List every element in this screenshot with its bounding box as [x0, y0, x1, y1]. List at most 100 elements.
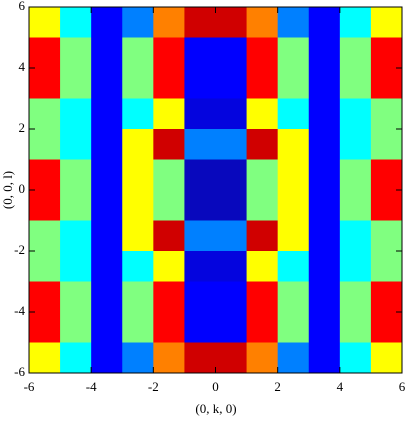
heat-cell [277, 251, 310, 282]
heat-cell [246, 7, 279, 38]
heat-cell [339, 312, 372, 343]
heat-cell [60, 342, 92, 374]
y-tick-label: -4 [14, 303, 25, 318]
x-tick-label: 2 [274, 379, 281, 394]
heat-cell [339, 342, 372, 374]
heat-cell [29, 312, 61, 343]
heat-cell [184, 281, 216, 313]
heat-cell [91, 68, 123, 99]
x-tick-label: -2 [148, 379, 159, 394]
heat-cell [29, 251, 61, 282]
heat-cell [370, 129, 403, 160]
heat-cell [91, 7, 123, 38]
heat-cell [60, 159, 92, 191]
heat-cell [246, 251, 279, 282]
heat-cell [60, 251, 92, 282]
heat-cell [339, 129, 372, 160]
x-tick-label: -6 [24, 379, 35, 394]
heat-cell [215, 281, 248, 313]
heat-cell [339, 7, 372, 38]
y-tick-label: 4 [19, 59, 26, 74]
heat-cell [277, 129, 310, 160]
heat-cell [153, 312, 185, 343]
heat-cell [91, 220, 123, 252]
y-tick-label: -6 [14, 364, 25, 379]
heat-cell [277, 68, 310, 99]
heat-cell [29, 281, 61, 313]
heat-cell [29, 342, 61, 374]
heat-cell [339, 37, 372, 69]
heat-cell [91, 312, 123, 343]
heat-cell [370, 342, 403, 374]
heat-cell [153, 342, 185, 374]
heat-cell [215, 251, 248, 282]
heat-cell [184, 220, 216, 252]
heat-cell [215, 7, 248, 38]
heat-cell [308, 220, 341, 252]
heat-cell [153, 129, 185, 160]
heat-cell [122, 220, 154, 252]
heat-cell [246, 159, 279, 191]
heat-cell [60, 129, 92, 160]
heat-cell [91, 251, 123, 282]
heat-cell [370, 281, 403, 313]
heat-cell [277, 220, 310, 252]
heat-cell [308, 159, 341, 191]
y-tick-label: 2 [19, 120, 26, 135]
heat-cell [308, 129, 341, 160]
heat-cell [370, 37, 403, 69]
heat-cell [370, 68, 403, 99]
heat-cell [122, 98, 154, 130]
heat-cell [370, 220, 403, 252]
heat-cell [277, 312, 310, 343]
heat-cell [29, 7, 61, 38]
heat-cell [370, 190, 403, 221]
heat-cell [153, 190, 185, 221]
heat-cell [246, 342, 279, 374]
heat-cell [91, 159, 123, 191]
heat-cell [215, 159, 248, 191]
heat-cell [122, 37, 154, 69]
heat-cell [277, 37, 310, 69]
heat-cell [339, 98, 372, 130]
heat-cell [184, 68, 216, 99]
heat-cell [308, 281, 341, 313]
heat-cell [184, 342, 216, 374]
heat-cell [91, 98, 123, 130]
heat-cell [153, 37, 185, 69]
heat-cell [370, 98, 403, 130]
heat-cell [91, 129, 123, 160]
heat-cell [153, 98, 185, 130]
heat-cell [60, 220, 92, 252]
heat-cell [246, 129, 279, 160]
heat-cell [184, 312, 216, 343]
heat-cell [184, 251, 216, 282]
heat-cell [215, 342, 248, 374]
heat-cell [339, 159, 372, 191]
heat-cell [60, 190, 92, 221]
heat-cell [246, 220, 279, 252]
y-tick-label: -2 [14, 242, 25, 257]
heat-cell [91, 281, 123, 313]
x-axis-label: (0, k, 0) [195, 401, 236, 416]
heat-cell [308, 7, 341, 38]
heat-cell [184, 159, 216, 191]
heat-cell [91, 342, 123, 374]
heat-cell [370, 251, 403, 282]
heat-cell [277, 159, 310, 191]
y-tick-label: 0 [19, 181, 26, 196]
heat-cell [153, 7, 185, 38]
heat-cell [60, 312, 92, 343]
heat-cell [91, 190, 123, 221]
heat-cell [153, 251, 185, 282]
x-tick-label: -4 [86, 379, 97, 394]
heat-cell [308, 342, 341, 374]
heat-cell [246, 37, 279, 69]
heat-cell [60, 37, 92, 69]
heat-cell [215, 37, 248, 69]
heat-cell [29, 37, 61, 69]
heat-cell [339, 220, 372, 252]
heat-cell [339, 281, 372, 313]
heat-cell [246, 98, 279, 130]
heat-cell [246, 68, 279, 99]
